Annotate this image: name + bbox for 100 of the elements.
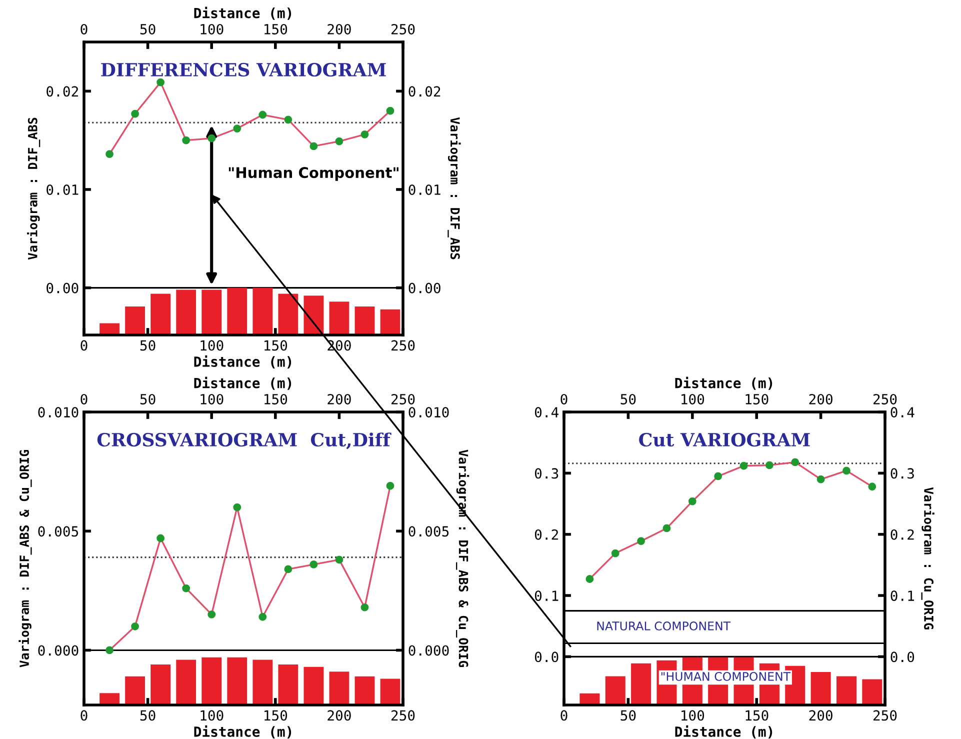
x-tick-label: 0: [80, 340, 88, 351]
x-tick-label: 50: [140, 710, 156, 721]
y-axis-title: Variogram : DIF_ABS: [27, 118, 40, 260]
point: [662, 524, 671, 532]
point: [335, 556, 344, 564]
x2-tick-label: 200: [328, 24, 351, 34]
annotation: "HUMAN COMPONENT: [661, 672, 791, 681]
y2-tick-label: 0.3: [890, 468, 914, 479]
bar: [125, 676, 145, 705]
bar: [304, 296, 324, 335]
point: [208, 610, 216, 618]
x2-tick-label: 100: [682, 394, 704, 404]
point: [868, 482, 876, 491]
y2-axis-title: Variogram : Cu_ORIG: [921, 487, 934, 630]
annotation: NATURAL COMPONENT: [597, 622, 731, 630]
point: [284, 565, 292, 574]
x-tick-label: 50: [620, 710, 636, 721]
x2-tick-label: 250: [873, 394, 897, 404]
x2-axis-title: Distance (m): [194, 6, 292, 20]
x2-tick-label: 200: [328, 394, 351, 404]
bar: [202, 290, 222, 335]
y-tick-label: 0.00: [46, 282, 78, 294]
y2-tick-label: 0.1: [890, 590, 914, 602]
y2-tick-label: 0.010: [408, 407, 449, 418]
x-tick-label: 0: [560, 710, 568, 721]
x2-tick-label: 150: [264, 394, 288, 404]
bar: [227, 657, 248, 705]
point: [740, 462, 748, 470]
y2-tick-label: 0.2: [890, 529, 914, 540]
y-tick-label: 0.000: [38, 645, 78, 656]
x2-tick-label: 50: [620, 394, 636, 404]
x2-tick-label: 0: [80, 24, 88, 34]
bar: [329, 302, 350, 335]
point: [131, 110, 139, 118]
bar: [862, 679, 882, 705]
bar: [150, 664, 171, 705]
point: [131, 622, 139, 630]
x-tick-label: 200: [809, 710, 832, 721]
y2-tick-label: 0.000: [408, 645, 449, 656]
y-tick-label: 0.2: [534, 529, 558, 540]
y-tick-label: 0.02: [46, 86, 78, 97]
point: [156, 534, 165, 542]
bar: [252, 288, 273, 335]
point: [156, 78, 165, 86]
x-tick-label: 50: [140, 340, 156, 351]
x2-axis-title: Distance (m): [675, 376, 772, 390]
point: [360, 603, 369, 612]
point: [637, 537, 645, 546]
bar: [836, 676, 856, 705]
x-tick-label: 100: [682, 710, 704, 721]
point: [842, 466, 850, 475]
point: [791, 458, 800, 466]
point: [182, 584, 190, 592]
x-tick-label: 150: [746, 710, 768, 721]
x-tick-label: 150: [264, 710, 288, 721]
x2-tick-label: 100: [200, 394, 224, 404]
bar: [354, 306, 375, 335]
x-tick-label: 250: [873, 710, 897, 721]
y-tick-label: 0.010: [38, 407, 78, 418]
x-tick-label: 150: [264, 340, 288, 351]
point: [208, 134, 216, 142]
x2-tick-label: 250: [391, 24, 415, 34]
point: [360, 130, 369, 138]
bar: [150, 294, 171, 335]
point: [586, 575, 594, 583]
y2-tick-label: 0.00: [408, 282, 440, 294]
y2-axis-title: Variogram : DIF_ABS: [448, 117, 461, 260]
point: [233, 503, 242, 512]
y-tick-label: 0.3: [534, 468, 558, 479]
point: [816, 475, 825, 484]
y-tick-label: 0.005: [38, 526, 78, 537]
x-tick-label: 100: [200, 710, 224, 721]
x2-tick-label: 250: [391, 394, 415, 404]
y2-tick-label: 0.01: [408, 184, 440, 195]
point: [284, 116, 292, 124]
bar: [176, 660, 196, 705]
y2-tick-label: 0.02: [408, 86, 440, 97]
y-tick-label: 0.01: [46, 184, 78, 195]
y-tick-label: 0.1: [534, 590, 558, 602]
bar: [354, 676, 375, 705]
x2-tick-label: 0: [80, 394, 88, 404]
point: [688, 497, 696, 506]
y-axis-title: Variogram : DIF_ABS & Cu_ORIG: [18, 450, 32, 668]
point: [611, 549, 620, 558]
point: [106, 150, 114, 158]
point: [310, 142, 318, 150]
point: [714, 472, 722, 480]
point: [106, 646, 114, 654]
bar: [304, 666, 324, 705]
x2-tick-label: 200: [809, 394, 832, 404]
point: [233, 124, 242, 132]
x-tick-label: 250: [391, 340, 415, 351]
x2-tick-label: 100: [200, 24, 224, 34]
bar: [278, 664, 298, 705]
bar: [125, 306, 145, 335]
y2-tick-label: 0.4: [890, 407, 914, 418]
x2-tick-label: 150: [264, 24, 288, 34]
y2-axis-title: Variogram : DIF_ABS & Cu_ORIG: [456, 450, 470, 667]
x-axis-title: Distance (m): [194, 355, 292, 369]
point: [258, 612, 267, 621]
